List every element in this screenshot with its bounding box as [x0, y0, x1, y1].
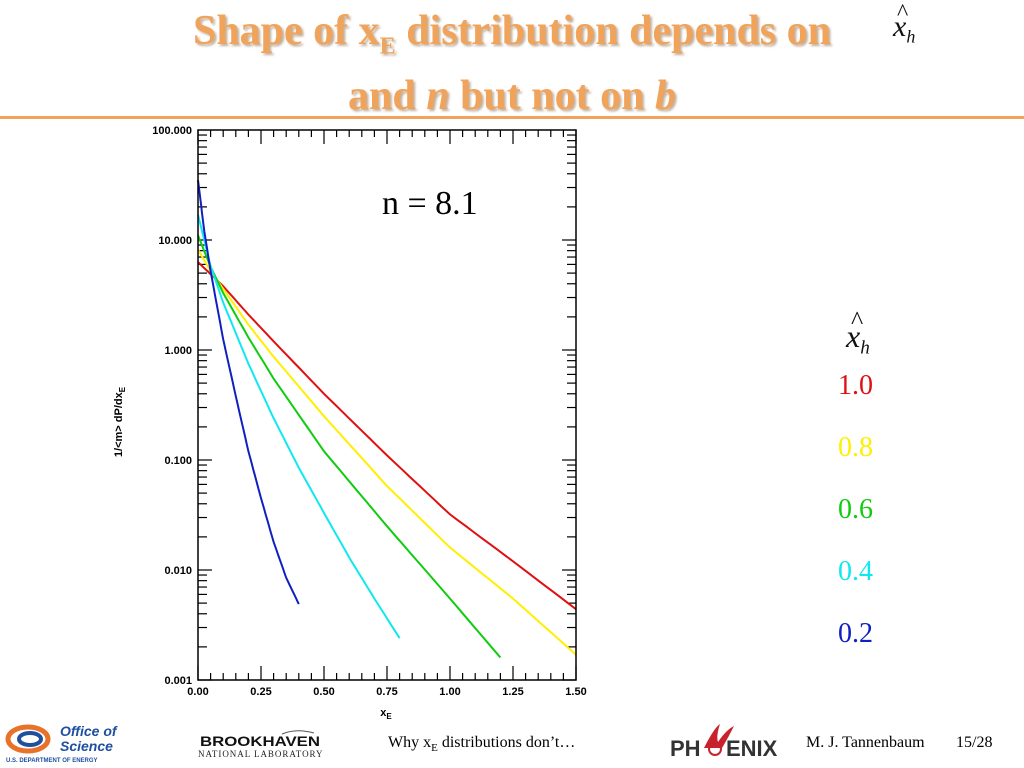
legend-item-1-0: 1.0	[838, 370, 873, 401]
legend-xhat-symbol: ^ xh	[846, 306, 870, 360]
bnl-line-2: NATIONAL LABORATORY	[198, 749, 324, 759]
xhat-base: x	[893, 10, 907, 43]
page-number: 15/28	[956, 734, 993, 751]
phenix-logo: PH ENIX	[670, 724, 778, 761]
xhat-sub: h	[906, 26, 916, 47]
phenix-text-post: ENIX	[726, 736, 778, 761]
y-tick-label: 100.000	[152, 125, 192, 137]
title-n: n	[426, 73, 450, 120]
x-tick-label: 1.25	[502, 686, 523, 698]
talk-title-text: Why x	[388, 734, 432, 751]
talk-title-subscript: E	[431, 742, 438, 755]
y-tick-label: 0.100	[164, 455, 192, 467]
series-line-0-2	[197, 180, 300, 605]
legend-item-0-6: 0.6	[838, 494, 873, 525]
series-line-1-0	[197, 261, 577, 610]
title-b: b	[654, 73, 676, 120]
title-divider	[0, 116, 1024, 119]
talk-title-text: distributions don’t…	[437, 734, 576, 751]
legend-item-0-8: 0.8	[838, 432, 873, 463]
legend-item-0-4: 0.4	[838, 556, 873, 587]
author-name: M. J. Tannenbaum	[806, 734, 925, 751]
brookhaven-logo: BROOKHAVEN NATIONAL LABORATORY	[198, 730, 324, 759]
x-tick-label: 0.25	[250, 686, 271, 698]
hat-accent: ^	[897, 0, 909, 26]
title-xhat-symbol: ^ xh	[893, 0, 916, 47]
y-tick-label: 0.001	[164, 675, 192, 687]
title-text: Shape of x	[192, 8, 380, 54]
n-annotation: n = 8.1	[382, 185, 478, 222]
ofs-line-3: U.S. DEPARTMENT OF ENERGY	[6, 758, 98, 764]
y-tick-label: 0.010	[164, 565, 192, 577]
axis-ticks	[197, 130, 577, 681]
slide-title: Shape of xE distribution depends on and …	[0, 6, 1024, 121]
y-tick-label: 1.000	[164, 345, 192, 357]
ofs-line-1: Office of	[60, 723, 118, 739]
plot-frame	[197, 129, 577, 681]
hat-accent: ^	[851, 306, 864, 335]
y-tick-label: 10.000	[158, 235, 192, 247]
x-tick-label: 1.50	[565, 686, 586, 698]
xhat-sub: h	[860, 337, 870, 359]
doe-swirl-icon	[5, 724, 51, 754]
series-line-0-4	[197, 214, 401, 639]
x-tick-label: 0.50	[313, 686, 334, 698]
y-axis-label-subscript: E	[118, 386, 127, 392]
y-axis-label: 1/<m> dP/dxE	[113, 386, 127, 457]
title-text: distribution depends on	[395, 8, 832, 54]
office-of-science-logo: Office of Science U.S. DEPARTMENT OF ENE…	[5, 723, 118, 764]
ofs-line-2: Science	[60, 738, 113, 754]
title-line-1: Shape of xE distribution depends on	[0, 6, 1024, 71]
phenix-bird-icon	[704, 724, 734, 756]
xhat-base: x	[846, 318, 861, 354]
title-text: but not on	[449, 73, 655, 120]
x-axis-label-subscript: E	[386, 712, 392, 721]
series-line-0-6	[197, 235, 502, 659]
x-tick-label: 0.00	[187, 686, 208, 698]
bnl-arc-icon	[281, 730, 315, 735]
tick-labels: 0.001 0.010 0.100 1.000 10.000 100.000 0.00 0.2…	[152, 125, 586, 698]
bnl-line-1: BROOKHAVEN	[200, 733, 320, 749]
talk-title: Why xE distributions don’t…	[388, 734, 575, 754]
x-axis-label: xE	[380, 707, 392, 721]
series-curves	[197, 180, 577, 659]
xe-distribution-chart: 0.001 0.010 0.100 1.000 10.000 100.000 0.00 0.2…	[113, 125, 587, 721]
title-line-2: and n but not on b	[0, 71, 1024, 121]
x-tick-label: 1.00	[439, 686, 460, 698]
title-subscript: E	[379, 33, 396, 60]
series-line-0-8	[197, 248, 577, 656]
title-text: and	[348, 73, 427, 120]
legend-item-0-2: 0.2	[838, 618, 873, 649]
x-tick-label: 0.75	[376, 686, 397, 698]
phenix-text-pre: PH	[670, 736, 701, 761]
